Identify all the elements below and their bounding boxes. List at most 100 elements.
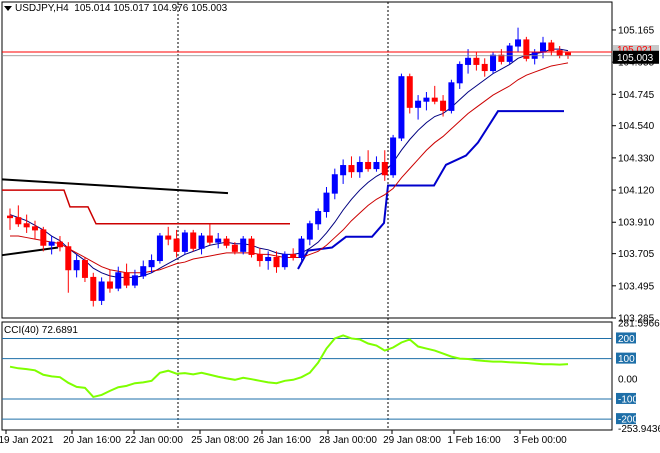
candle-body (248, 238, 255, 255)
y-tick-label: 105.165 (618, 25, 655, 36)
candle-body (56, 241, 63, 248)
cci-line (9, 334, 569, 399)
candle-body (298, 238, 305, 258)
trailing-stop-line (297, 110, 564, 270)
cci-header: CCI(40) 72.6891 (4, 325, 78, 336)
candle-body (40, 229, 47, 246)
cci-level-tag-bg (616, 392, 636, 404)
candle-body (165, 235, 172, 240)
candle-body (90, 276, 97, 301)
y-tick-label: 104.540 (618, 121, 655, 132)
candle-body (348, 165, 355, 173)
candle-body (381, 161, 388, 176)
cci-panel-frame (1, 321, 613, 431)
candle-body (365, 161, 372, 170)
candle-body (515, 39, 522, 47)
candle-body (356, 161, 363, 173)
candle-body (423, 97, 430, 102)
candle-body (565, 52, 571, 56)
candle-body (323, 192, 330, 213)
candle-body (398, 76, 405, 139)
candle-body (490, 54, 497, 72)
symbol-timeframe: USDJPY,H4 (15, 3, 69, 14)
candle-body (540, 42, 547, 53)
x-tick-label: 20 Jan 16:00 (63, 435, 121, 446)
candle-body (331, 174, 338, 194)
candle-body (206, 235, 213, 243)
cci-label: CCI(40) 72.6891 (4, 325, 78, 336)
candle-body (431, 97, 438, 102)
candle-body (306, 223, 313, 240)
candle-body (548, 42, 555, 52)
candle-body (231, 244, 238, 252)
support-resistance-line (2, 189, 290, 225)
price-tag-bg-secondary (613, 45, 659, 56)
x-tick-label: 26 Jan 16:00 (253, 435, 311, 446)
candle-body (415, 100, 422, 108)
candle-body (106, 281, 113, 289)
x-tick-label: 19 Jan 2021 (0, 435, 54, 446)
candle-body (315, 211, 322, 225)
candle-body (15, 217, 22, 225)
cci-level-label: -100 (618, 394, 638, 405)
x-tick-label: 25 Jan 08:00 (191, 435, 249, 446)
candle-body (7, 215, 13, 219)
candle-body (65, 246, 72, 271)
candle-body (265, 256, 272, 262)
candle-body (531, 51, 538, 59)
cci-level-label: 100 (618, 354, 635, 365)
candle-body (498, 54, 505, 62)
candle-body (148, 260, 155, 268)
y-tick-label: 104.745 (618, 90, 655, 101)
price-tag-secondary: 105.021 (617, 45, 654, 56)
candle-body (131, 275, 138, 286)
y-tick-label: 103.910 (618, 218, 655, 229)
candle-body (473, 57, 480, 65)
chart-header: USDJPY,H4 105.014 105.017 104.976 105.00… (4, 3, 227, 14)
candle-body (140, 266, 147, 277)
candle-body (173, 238, 180, 252)
cci-level-label: 0.00 (618, 374, 638, 385)
current-price-tag-bg (613, 50, 659, 64)
y-tick-label: 104.120 (618, 186, 655, 197)
candle-body (373, 161, 380, 170)
y-tick-label: 103.495 (618, 281, 655, 292)
moving-average-slow (10, 62, 569, 274)
y-tick-label: 104.330 (618, 153, 655, 164)
trendline-upper (1, 178, 229, 195)
x-tick-label: 3 Feb 00:00 (513, 435, 567, 446)
trendline-lower (1, 246, 59, 257)
x-tick-label: 1 Feb 16:00 (447, 435, 501, 446)
x-tick-label: 28 Jan 00:00 (319, 435, 377, 446)
candle-body (440, 100, 447, 111)
candle-body (390, 137, 397, 176)
cci-max-label: 281.5966 (618, 318, 660, 329)
candle-body (240, 238, 247, 252)
candle-body (481, 63, 488, 72)
main-panel-frame (1, 1, 613, 319)
candle-body (48, 241, 55, 246)
y-tick-label: 103.285 (618, 314, 655, 325)
candle-body (340, 165, 347, 176)
candle-body (181, 232, 188, 252)
candle-body (273, 256, 280, 268)
candle-body (31, 226, 38, 231)
dropdown-arrow-icon[interactable] (4, 5, 12, 11)
x-tick-label: 22 Jan 00:00 (125, 435, 183, 446)
y-tick-label: 103.705 (618, 249, 655, 260)
candle-body (506, 45, 513, 62)
cci-level-label: -200 (618, 415, 638, 426)
x-tick-label: 29 Jan 08:00 (383, 435, 441, 446)
candle-body (290, 253, 297, 258)
candle-body (556, 50, 563, 56)
ohlc-values: 105.014 105.017 104.976 105.003 (74, 3, 228, 14)
candle-body (215, 238, 222, 243)
candle-body (465, 57, 472, 65)
candle-body (73, 260, 80, 271)
candle-body (81, 260, 88, 278)
candle-body (115, 272, 122, 289)
candle-body (456, 63, 463, 84)
candle-body (190, 232, 197, 249)
